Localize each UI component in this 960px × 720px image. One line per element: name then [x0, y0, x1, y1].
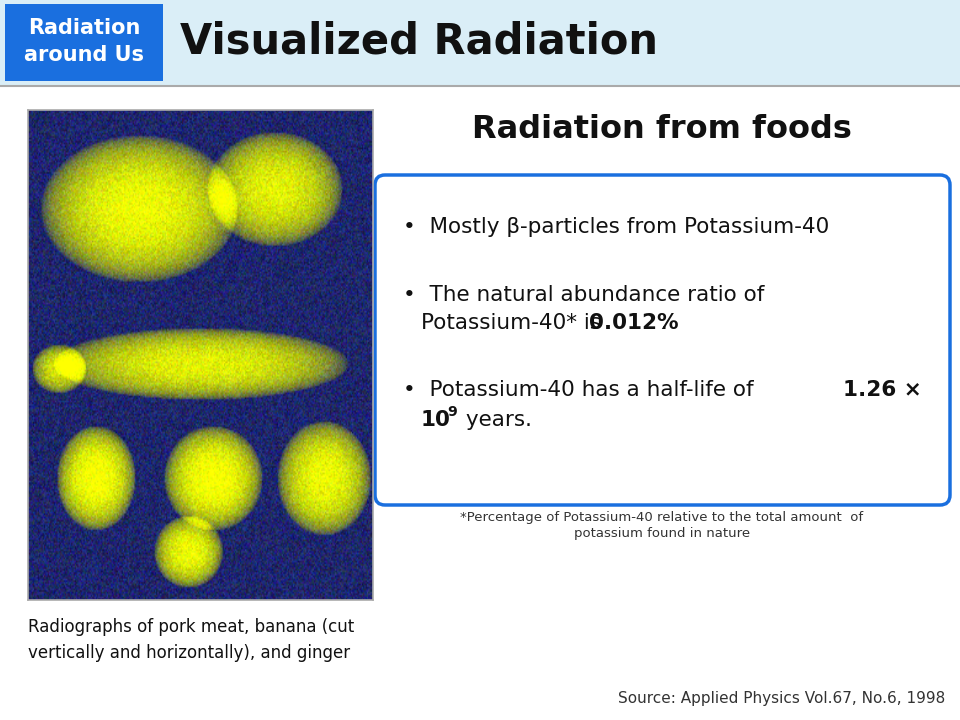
- Text: 9: 9: [447, 405, 457, 419]
- Text: years.: years.: [459, 410, 532, 430]
- Text: Potassium-40* is: Potassium-40* is: [421, 313, 608, 333]
- Bar: [5, 4, 163, 81]
- Text: 0.012%: 0.012%: [589, 313, 679, 333]
- Text: .: .: [661, 313, 668, 333]
- Text: Radiographs of pork meat, banana (cut
vertically and horizontally), and ginger: Radiographs of pork meat, banana (cut ve…: [28, 618, 354, 662]
- Text: Visualized Radiation: Visualized Radiation: [180, 20, 658, 63]
- Text: •  The natural abundance ratio of: • The natural abundance ratio of: [403, 285, 764, 305]
- Text: potassium found in nature: potassium found in nature: [574, 526, 750, 539]
- Text: •  Potassium-40 has a half-life of: • Potassium-40 has a half-life of: [403, 380, 760, 400]
- Text: Radiation from foods: Radiation from foods: [472, 114, 852, 145]
- Text: Source: Applied Physics Vol.67, No.6, 1998: Source: Applied Physics Vol.67, No.6, 19…: [617, 690, 945, 706]
- Bar: [0, 0, 960, 85]
- Text: •  Mostly β-particles from Potassium-40: • Mostly β-particles from Potassium-40: [403, 217, 829, 237]
- Text: 10: 10: [421, 410, 451, 430]
- Text: *Percentage of Potassium-40 relative to the total amount  of: *Percentage of Potassium-40 relative to …: [461, 510, 864, 523]
- FancyBboxPatch shape: [375, 175, 950, 505]
- Text: 1.26 ×: 1.26 ×: [843, 380, 922, 400]
- Text: Radiation
around Us: Radiation around Us: [24, 18, 144, 65]
